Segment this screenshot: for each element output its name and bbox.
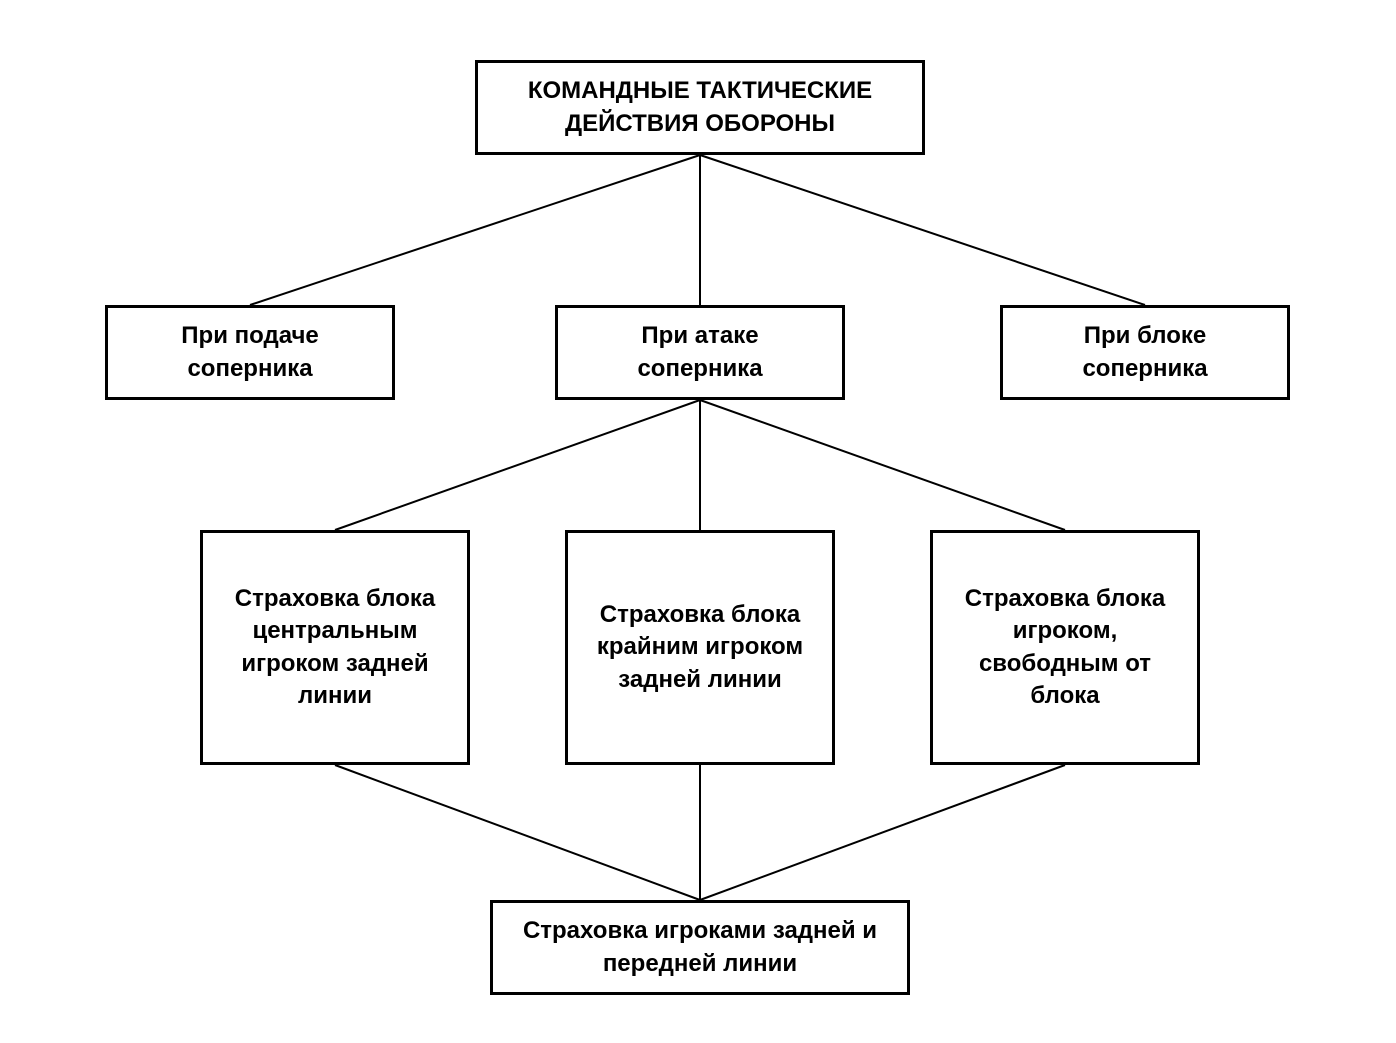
connector-line	[700, 765, 1065, 900]
node-center-label: Страховка блока центральным игроком задн…	[221, 583, 449, 713]
node-edge-label: Страховка блока крайним игроком задней л…	[586, 599, 814, 696]
connector-layer	[0, 0, 1396, 1043]
node-free: Страховка блока игроком, свободным от бл…	[930, 530, 1200, 765]
connector-line	[700, 155, 1145, 305]
connector-line	[335, 765, 700, 900]
connector-line	[335, 400, 700, 530]
node-serve-label: При подаче соперника	[126, 320, 374, 385]
node-serve: При подаче соперника	[105, 305, 395, 400]
node-attack-label: При атаке соперника	[576, 320, 824, 385]
node-both: Страховка игроками задней и передней лин…	[490, 900, 910, 995]
node-center: Страховка блока центральным игроком задн…	[200, 530, 470, 765]
node-edge: Страховка блока крайним игроком задней л…	[565, 530, 835, 765]
connector-line	[700, 400, 1065, 530]
flowchart-container: КОМАНДНЫЕ ТАКТИЧЕСКИЕ ДЕЙСТВИЯ ОБОРОНЫ П…	[0, 0, 1396, 1043]
node-block: При блоке соперника	[1000, 305, 1290, 400]
node-root: КОМАНДНЫЕ ТАКТИЧЕСКИЕ ДЕЙСТВИЯ ОБОРОНЫ	[475, 60, 925, 155]
node-root-label: КОМАНДНЫЕ ТАКТИЧЕСКИЕ ДЕЙСТВИЯ ОБОРОНЫ	[496, 75, 904, 140]
node-block-label: При блоке соперника	[1021, 320, 1269, 385]
node-free-label: Страховка блока игроком, свободным от бл…	[951, 583, 1179, 713]
node-attack: При атаке соперника	[555, 305, 845, 400]
connector-line	[250, 155, 700, 305]
node-both-label: Страховка игроками задней и передней лин…	[511, 915, 889, 980]
